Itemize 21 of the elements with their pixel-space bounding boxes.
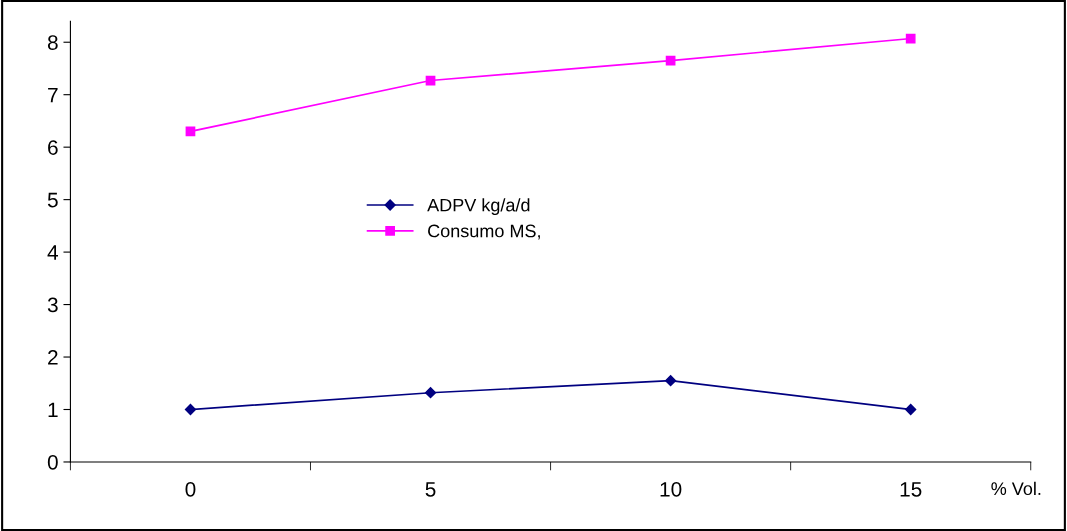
x-tick-label: 0 <box>185 481 196 497</box>
x-axis-title: % Vol. <box>991 481 1041 496</box>
y-tick-label: 7 <box>48 87 58 103</box>
y-tick-label: 5 <box>47 192 58 208</box>
legend-label: Consumo MS, <box>428 224 540 240</box>
y-tick-label: 0 <box>47 454 58 470</box>
y-tick-label: 2 <box>48 350 58 365</box>
x-tick-label: 15 <box>900 482 922 497</box>
point <box>184 403 197 416</box>
y-tick-label: 6 <box>48 140 58 155</box>
y-tick-label: 3 <box>47 297 58 313</box>
legend-label: ADPV kg/a/d <box>427 198 530 216</box>
y-tick-label: 4 <box>47 245 59 260</box>
x-tick-label: 5 <box>425 482 436 497</box>
x-tick-label: 10 <box>660 481 682 497</box>
point <box>665 375 677 387</box>
point <box>905 33 916 44</box>
point <box>905 403 917 416</box>
y-tick-label: 1 <box>48 402 58 418</box>
y-tick-label: 8 <box>47 35 58 50</box>
point <box>424 387 437 399</box>
